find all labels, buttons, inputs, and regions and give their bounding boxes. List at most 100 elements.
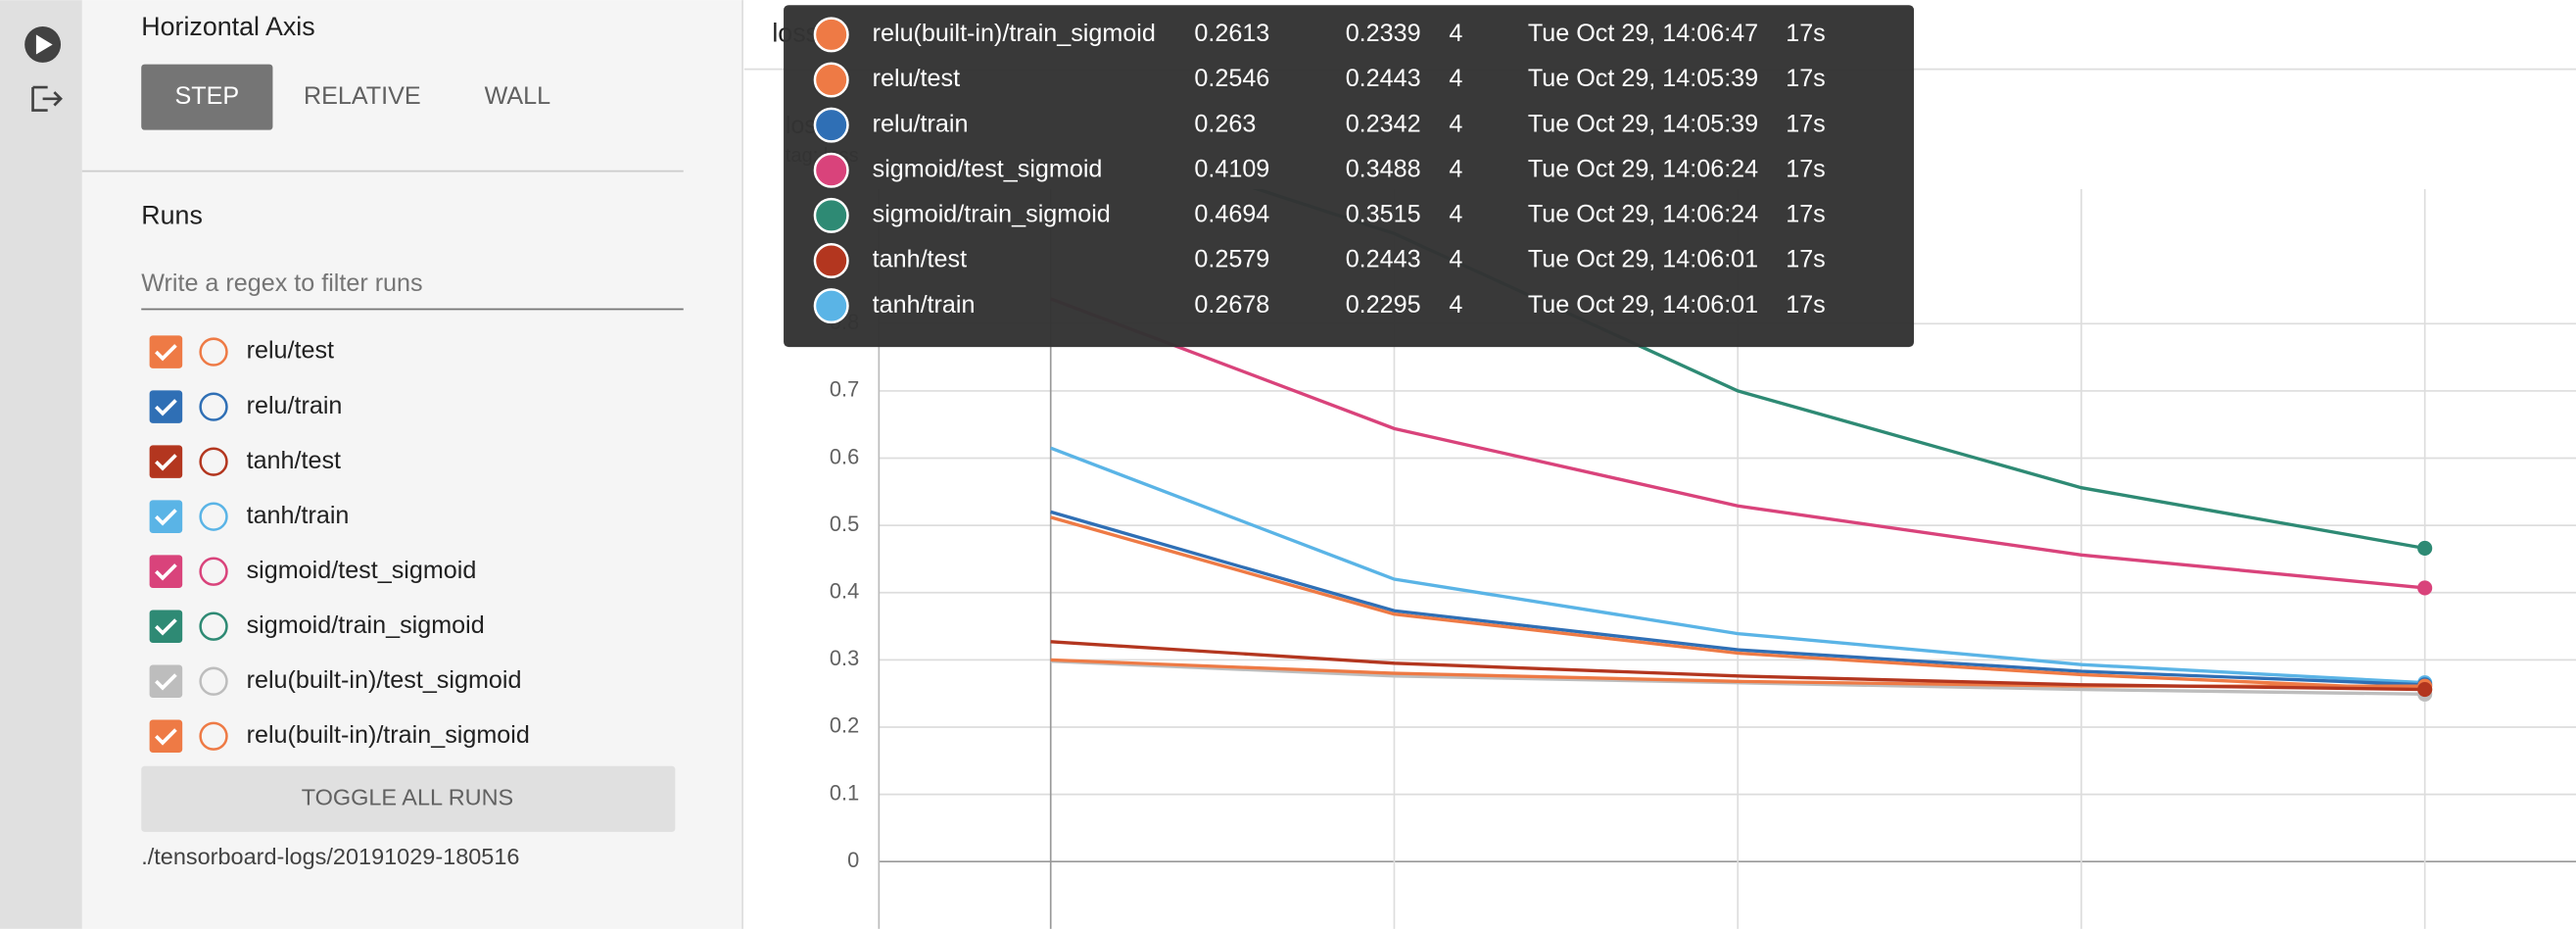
checkmark: [155, 563, 177, 581]
checkmark: [155, 399, 177, 416]
run-color: [199, 666, 228, 696]
run-color: [199, 557, 228, 586]
run-name: sigmoid/train_sigmoid: [247, 611, 485, 639]
tooltip-step: 4: [1449, 20, 1462, 47]
axis-option[interactable]: RELATIVE: [304, 82, 421, 110]
row-swatch: [813, 107, 849, 143]
tooltip-value: 0.2295: [1346, 291, 1421, 318]
tooltip-value: 0.2443: [1346, 246, 1421, 273]
tooltip-relative: 17s: [1786, 20, 1826, 47]
tooltip-relative: 17s: [1786, 201, 1826, 228]
y-tick-label: 0.4: [830, 579, 859, 604]
tooltip-time: Tue Oct 29, 14:06:24: [1528, 155, 1758, 182]
logout-icon[interactable]: [31, 85, 63, 112]
tooltip-name: sigmoid/test_sigmoid: [873, 155, 1103, 182]
tooltip-step: 4: [1449, 291, 1462, 318]
checkbox[interactable]: [149, 445, 183, 478]
tooltip-time: Tue Oct 29, 14:05:39: [1528, 110, 1758, 137]
tooltip-relative: 17s: [1786, 65, 1826, 92]
checkbox[interactable]: [149, 664, 183, 699]
tooltip-smoothed: 0.2546: [1194, 65, 1269, 92]
tooltip-value: 0.2342: [1346, 110, 1421, 137]
logdir: ./tensorboard-logs/20191029-180516: [141, 844, 519, 869]
row-swatch: [813, 242, 849, 279]
tooltip-step: 4: [1449, 246, 1462, 273]
row-swatch: [813, 197, 849, 233]
tooltip-step: 4: [1449, 201, 1462, 228]
tooltip-name: tanh/train: [873, 291, 976, 318]
run-color: [199, 447, 228, 476]
series-line: [1050, 515, 2425, 692]
run-name: sigmoid/test_sigmoid: [247, 557, 477, 584]
checkbox[interactable]: [149, 500, 183, 533]
run-name: relu(built-in)/train_sigmoid: [247, 721, 530, 749]
tooltip-relative: 17s: [1786, 291, 1826, 318]
checkbox[interactable]: [149, 719, 183, 754]
tooltip-time: Tue Oct 29, 14:05:39: [1528, 65, 1758, 92]
tooltip-name: tanh/test: [873, 246, 967, 273]
tooltip-name: relu/train: [873, 110, 969, 137]
checkbox[interactable]: [149, 390, 183, 423]
checkbox[interactable]: [149, 610, 183, 643]
tooltip-step: 4: [1449, 110, 1462, 137]
checkmark: [155, 509, 177, 526]
y-tick-label: 0.2: [830, 713, 859, 738]
checkbox[interactable]: [149, 335, 183, 368]
series-line: [1050, 640, 2425, 692]
tooltip-smoothed: 0.2678: [1194, 291, 1269, 318]
section-title: Runs: [141, 201, 203, 230]
tooltip-relative: 17s: [1786, 110, 1826, 137]
tooltip-time: Tue Oct 29, 14:06:01: [1528, 291, 1758, 318]
tooltip-value: 0.3488: [1346, 155, 1421, 182]
tooltip-smoothed: 0.4694: [1194, 201, 1269, 228]
series-line: [1050, 446, 2425, 685]
tooltip-value: 0.3515: [1346, 201, 1421, 228]
tooltip-step: 4: [1449, 155, 1462, 182]
run-color: [199, 337, 228, 367]
run-name: tanh/train: [247, 502, 350, 529]
tooltip-smoothed: 0.2613: [1194, 20, 1269, 47]
run-name: relu/train: [247, 392, 343, 419]
checkmark: [155, 728, 177, 746]
run-color: [199, 502, 228, 531]
checkbox[interactable]: [149, 555, 183, 588]
series-point: [2417, 682, 2433, 698]
axis-option: STEP: [175, 82, 240, 110]
tooltip-time: Tue Oct 29, 14:06:01: [1528, 246, 1758, 273]
series-point: [2417, 540, 2433, 557]
toggle-button[interactable]: [141, 765, 676, 832]
toggle-label: TOGGLE ALL RUNS: [302, 785, 514, 810]
run-name: tanh/test: [247, 447, 341, 474]
tooltip: [784, 5, 1915, 348]
run-color: [199, 611, 228, 641]
play-icon: [35, 34, 53, 55]
checkmark: [155, 618, 177, 636]
tooltip-name: relu(built-in)/train_sigmoid: [873, 20, 1156, 47]
series-line: [1050, 510, 2425, 687]
checkmark: [155, 454, 177, 471]
filter-input[interactable]: Write a regex to filter runs: [141, 269, 422, 297]
y-tick-label: 0.6: [830, 444, 859, 468]
y-tick-label: 0.3: [830, 646, 859, 670]
section-title: Horizontal Axis: [141, 12, 314, 41]
icon-rail: [0, 0, 82, 929]
y-tick-label: 0.1: [830, 780, 859, 805]
axis-option[interactable]: WALL: [485, 82, 551, 110]
run-color: [199, 721, 228, 751]
tooltip-smoothed: 0.4109: [1194, 155, 1269, 182]
tooltip-relative: 17s: [1786, 155, 1826, 182]
option-selected[interactable]: [141, 64, 273, 130]
row-swatch: [813, 152, 849, 188]
run-color: [199, 392, 228, 421]
run-name: relu(built-in)/test_sigmoid: [247, 666, 522, 694]
y-tick-label: 0: [847, 848, 859, 872]
tooltip-time: Tue Oct 29, 14:06:47: [1528, 20, 1758, 47]
row-swatch: [813, 62, 849, 98]
tooltip-value: 0.2339: [1346, 20, 1421, 47]
tooltip-smoothed: 0.2579: [1194, 246, 1269, 273]
tooltip-value: 0.2443: [1346, 65, 1421, 92]
tooltip-name: sigmoid/train_sigmoid: [873, 201, 1111, 228]
series-line: [1050, 297, 2425, 590]
